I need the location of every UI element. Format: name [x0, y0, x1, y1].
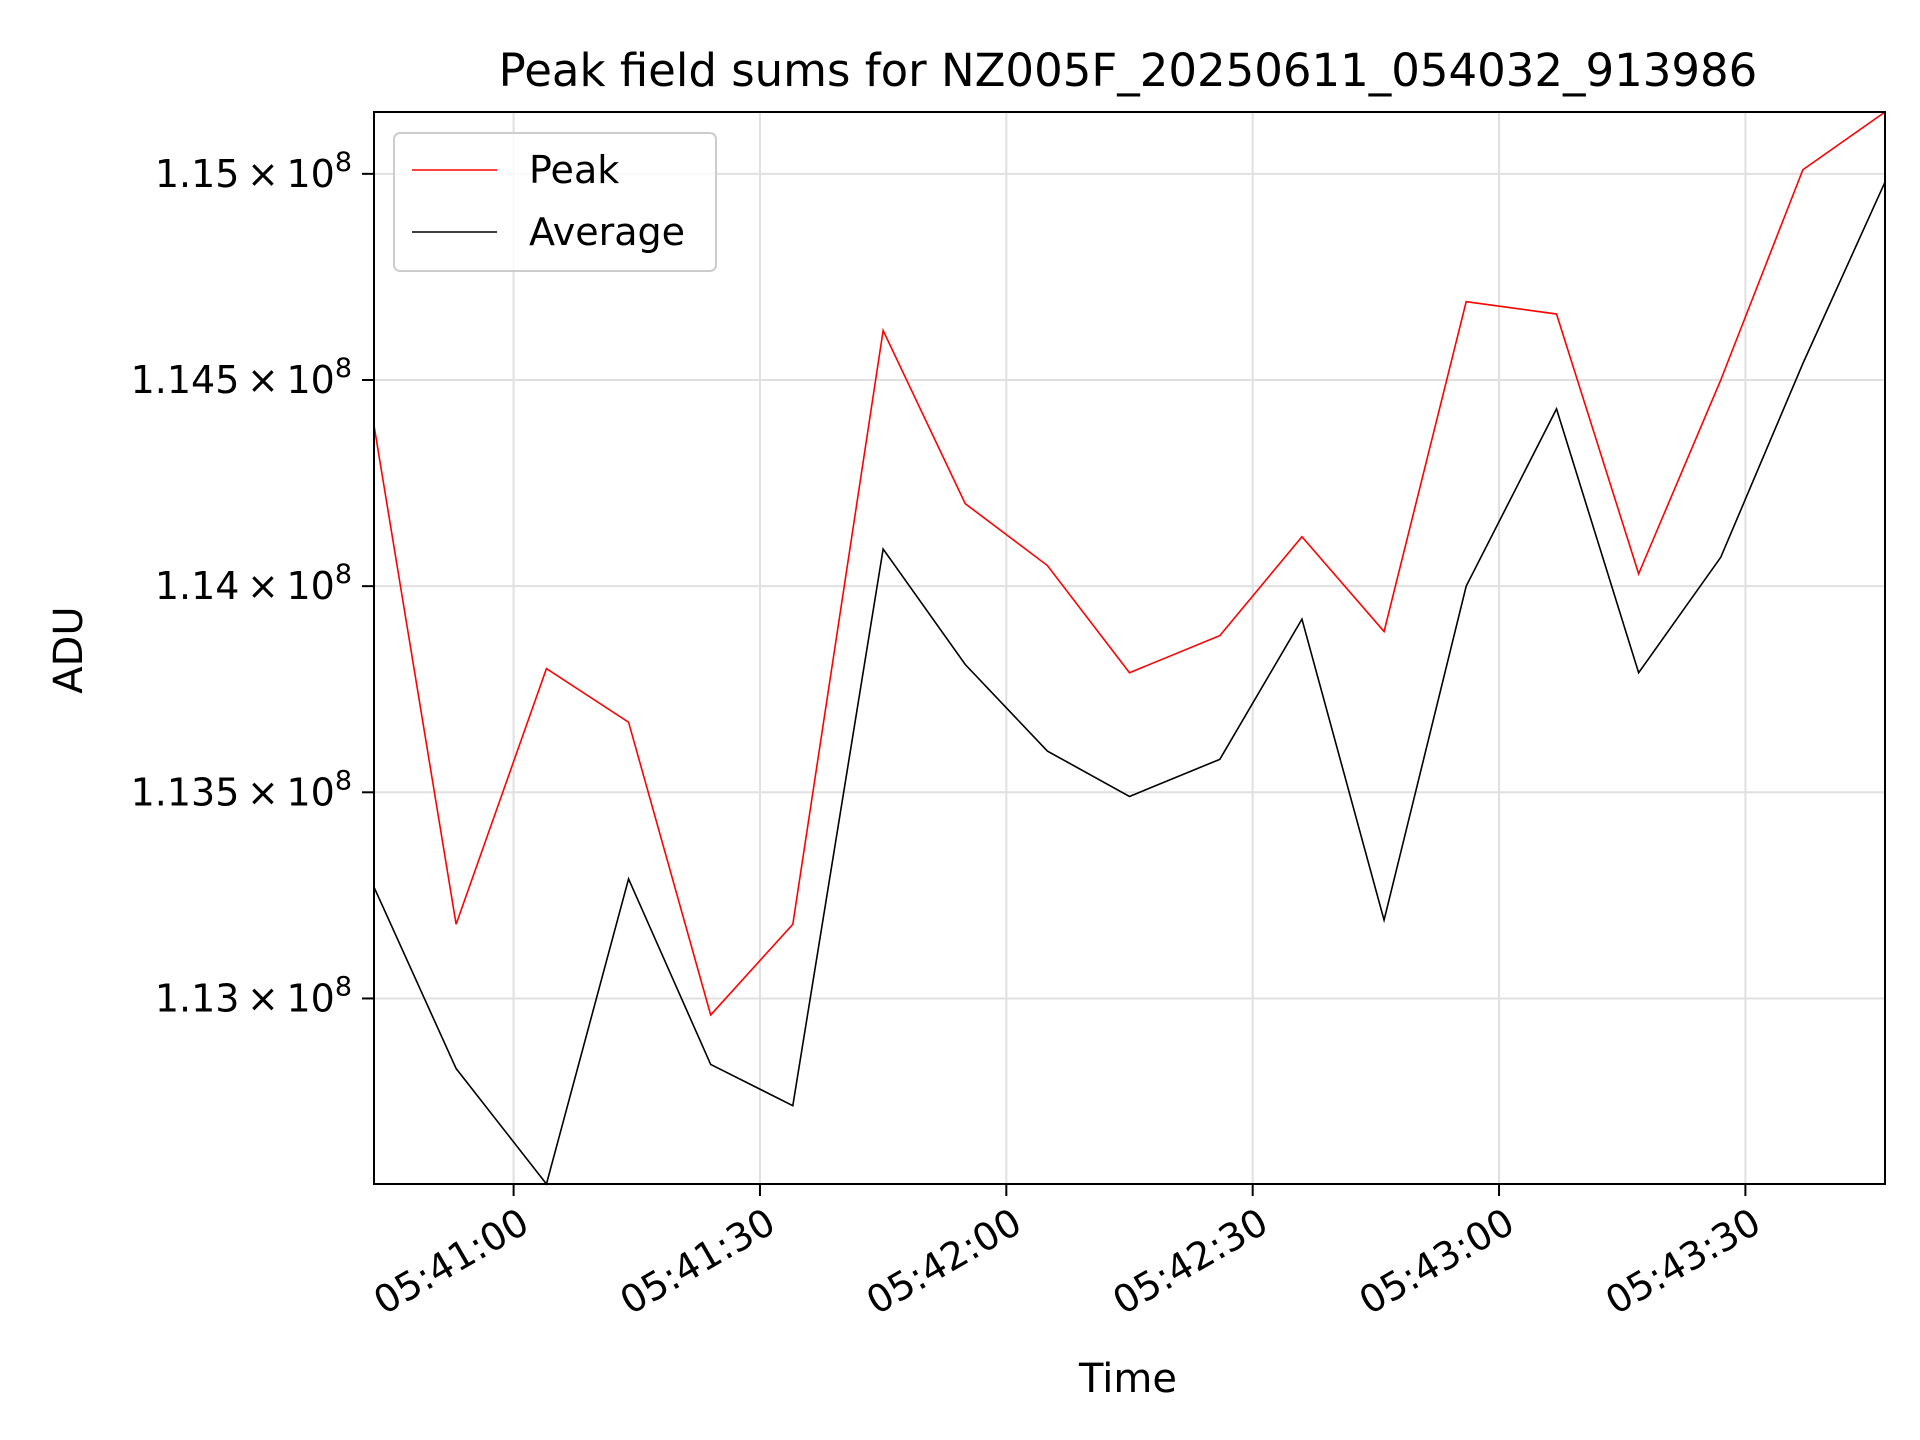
- y-tick-base: 10: [286, 358, 334, 402]
- y-tick-mantissa: 1.145: [131, 358, 240, 402]
- legend: Peak Average: [393, 132, 717, 272]
- y-tick-exponent: 8: [335, 971, 352, 1002]
- y-tick-base: 10: [286, 564, 334, 608]
- y-tick-label: 1.135 × 108: [131, 765, 352, 814]
- legend-peak-label: Peak: [529, 148, 619, 192]
- y-tick-exponent: 8: [335, 765, 352, 796]
- plot-frame: [373, 111, 1886, 1185]
- y-tick-times: ×: [239, 770, 286, 814]
- y-tick-mantissa: 1.15: [155, 152, 240, 196]
- y-axis-label: ADU: [46, 606, 92, 693]
- y-tick-times: ×: [239, 976, 286, 1020]
- y-tick-label: 1.14 × 108: [155, 559, 352, 608]
- y-tick-label: 1.15 × 108: [155, 147, 352, 196]
- y-tick-exponent: 8: [335, 559, 352, 590]
- y-tick-mantissa: 1.14: [155, 564, 240, 608]
- y-tick-exponent: 8: [335, 147, 352, 178]
- legend-box: [393, 132, 717, 272]
- y-tick-mantissa: 1.13: [155, 976, 240, 1020]
- y-tick-mantissa: 1.135: [131, 770, 240, 814]
- y-tick-base: 10: [286, 976, 334, 1020]
- chart-title: Peak field sums for NZ005F_20250611_0540…: [499, 44, 1758, 97]
- y-tick-base: 10: [286, 770, 334, 814]
- y-tick-times: ×: [239, 358, 286, 402]
- y-tick-times: ×: [239, 564, 286, 608]
- legend-average-label: Average: [529, 210, 685, 254]
- x-axis-label: Time: [1078, 1356, 1177, 1402]
- y-tick-times: ×: [239, 152, 286, 196]
- y-tick-exponent: 8: [335, 353, 352, 384]
- y-tick-base: 10: [286, 152, 334, 196]
- y-tick-label: 1.145 × 108: [131, 353, 352, 402]
- y-tick-label: 1.13 × 108: [155, 971, 352, 1020]
